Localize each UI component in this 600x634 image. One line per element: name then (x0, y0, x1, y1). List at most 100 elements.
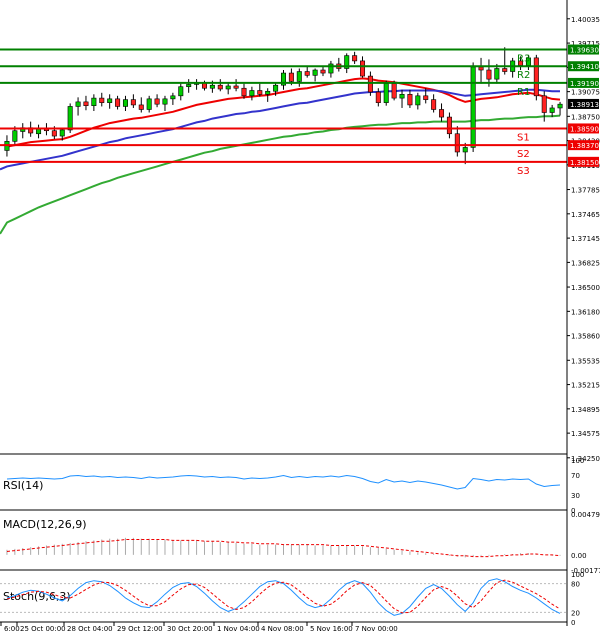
price-tick-label: 1.34250 (571, 455, 600, 463)
candle-body (407, 94, 413, 106)
candle-body (549, 107, 555, 113)
rsi-tick-label: 100 (571, 457, 584, 465)
price-tick-label: 1.34575 (571, 430, 600, 438)
candle-body (328, 63, 334, 74)
candle-body (265, 90, 271, 95)
candle-body (470, 66, 476, 148)
macd-tick-label: 0.00 (571, 552, 587, 560)
stoch-tick-label: 80 (571, 581, 580, 589)
candle-body (138, 104, 144, 110)
macd-label: MACD(12,26,9) (3, 518, 87, 531)
candle-body (312, 69, 318, 76)
candle-body (557, 103, 563, 109)
rsi-line (6, 474, 561, 490)
level-price-box (568, 44, 599, 55)
candle-body (383, 83, 389, 103)
candle-body (320, 69, 326, 74)
x-axis: 6:00 25 Oct 00:00 28 Oct 04:00 29 Oct 12:00… (0, 622, 398, 633)
price-tick-label: 1.36500 (571, 284, 600, 292)
candle-body (423, 95, 429, 100)
candle-body (241, 87, 247, 97)
candle-body (478, 66, 484, 71)
price-tick-label: 1.34895 (571, 406, 600, 414)
candle-body (225, 85, 231, 90)
stoch-k-line (6, 578, 561, 616)
x-tick-label: 30 Oct 20:00 (167, 625, 213, 633)
macd-signal-line (6, 539, 561, 558)
level-name-label: S2 (517, 149, 530, 160)
x-tick-label: 29 Oct 12:00 (117, 625, 163, 633)
price-tick-label: 1.35215 (571, 382, 600, 390)
moving-average-line (6, 77, 561, 148)
candle-body (446, 116, 452, 135)
candle-body (36, 128, 42, 135)
level-price-label: 1.39630 (570, 47, 599, 55)
x-tick-label: 7 Nov 00:00 (355, 625, 398, 633)
candle-body (273, 84, 279, 92)
candle-body (162, 98, 168, 105)
price-tick-label: 1.35860 (571, 333, 600, 341)
candle-body (257, 90, 263, 95)
candle-body (399, 94, 405, 99)
level-price-box (568, 61, 599, 72)
stoch-d-line (6, 579, 561, 614)
level-name-label: S3 (517, 166, 530, 177)
candle-body (431, 99, 437, 110)
stoch-tick-label: 20 (571, 609, 580, 617)
x-tick-label: 1 Nov 04:00 (217, 625, 260, 633)
price-tick-label: 1.36825 (571, 259, 600, 267)
candle-body (486, 69, 492, 80)
candle-body (154, 98, 160, 105)
macd-tick-label: -0.001778 (571, 567, 600, 575)
moving-average-line (0, 114, 561, 235)
level-price-label: 1.38590 (570, 125, 599, 133)
x-tick-label: 6:00 (4, 625, 20, 633)
price-panel: 1.400351.397151.393951.390751.387501.384… (0, 16, 600, 463)
candle-body (51, 130, 57, 137)
candle-body (249, 90, 255, 97)
candle-body (541, 95, 547, 113)
candle-body (415, 95, 421, 106)
candle-body (122, 99, 128, 107)
stoch-tick-label: 100 (571, 571, 584, 579)
candle-body (352, 55, 358, 62)
x-tick-label: 5 Nov 16:00 (310, 625, 353, 633)
candle-body (494, 68, 500, 80)
candle-body (12, 130, 18, 142)
x-tick-label: 25 Oct 00:00 (20, 625, 66, 633)
candle-body (59, 129, 65, 137)
candle-body (99, 97, 105, 103)
current-price-box (568, 98, 599, 109)
price-tick-label: 1.37785 (571, 187, 600, 195)
level-price-box (568, 77, 599, 88)
candle-body (209, 84, 215, 89)
level-price-box (568, 156, 599, 167)
macd-panel: MACD(12,26,9) 0.004799 0.00 -0.001778 (0, 511, 600, 575)
level-price-label: 1.39410 (570, 63, 599, 71)
macd-tick-label: 0.004799 (571, 511, 600, 519)
level-price-box (568, 140, 599, 151)
level-price-label: 1.39190 (570, 80, 599, 88)
candle-body (170, 95, 176, 100)
rsi-tick-label: 70 (571, 472, 580, 480)
x-tick-label: 28 Oct 04:00 (67, 625, 113, 633)
current-price-label: 1.38913 (570, 101, 599, 109)
candle-body (391, 83, 397, 99)
candle-body (439, 109, 445, 118)
candle-body (217, 84, 223, 90)
candle-body (360, 60, 366, 77)
candle-body (344, 55, 350, 69)
candle-body (130, 99, 136, 106)
candle-body (107, 98, 113, 103)
x-tick-label: 4 Nov 08:00 (261, 625, 304, 633)
level-name-label: R3 (517, 54, 530, 65)
price-tick-label: 1.39075 (571, 89, 600, 97)
candle-body (67, 106, 73, 131)
candle-body (288, 72, 294, 82)
price-tick-label: 1.37145 (571, 235, 600, 243)
candle-body (75, 101, 81, 107)
candle-body (296, 71, 302, 82)
